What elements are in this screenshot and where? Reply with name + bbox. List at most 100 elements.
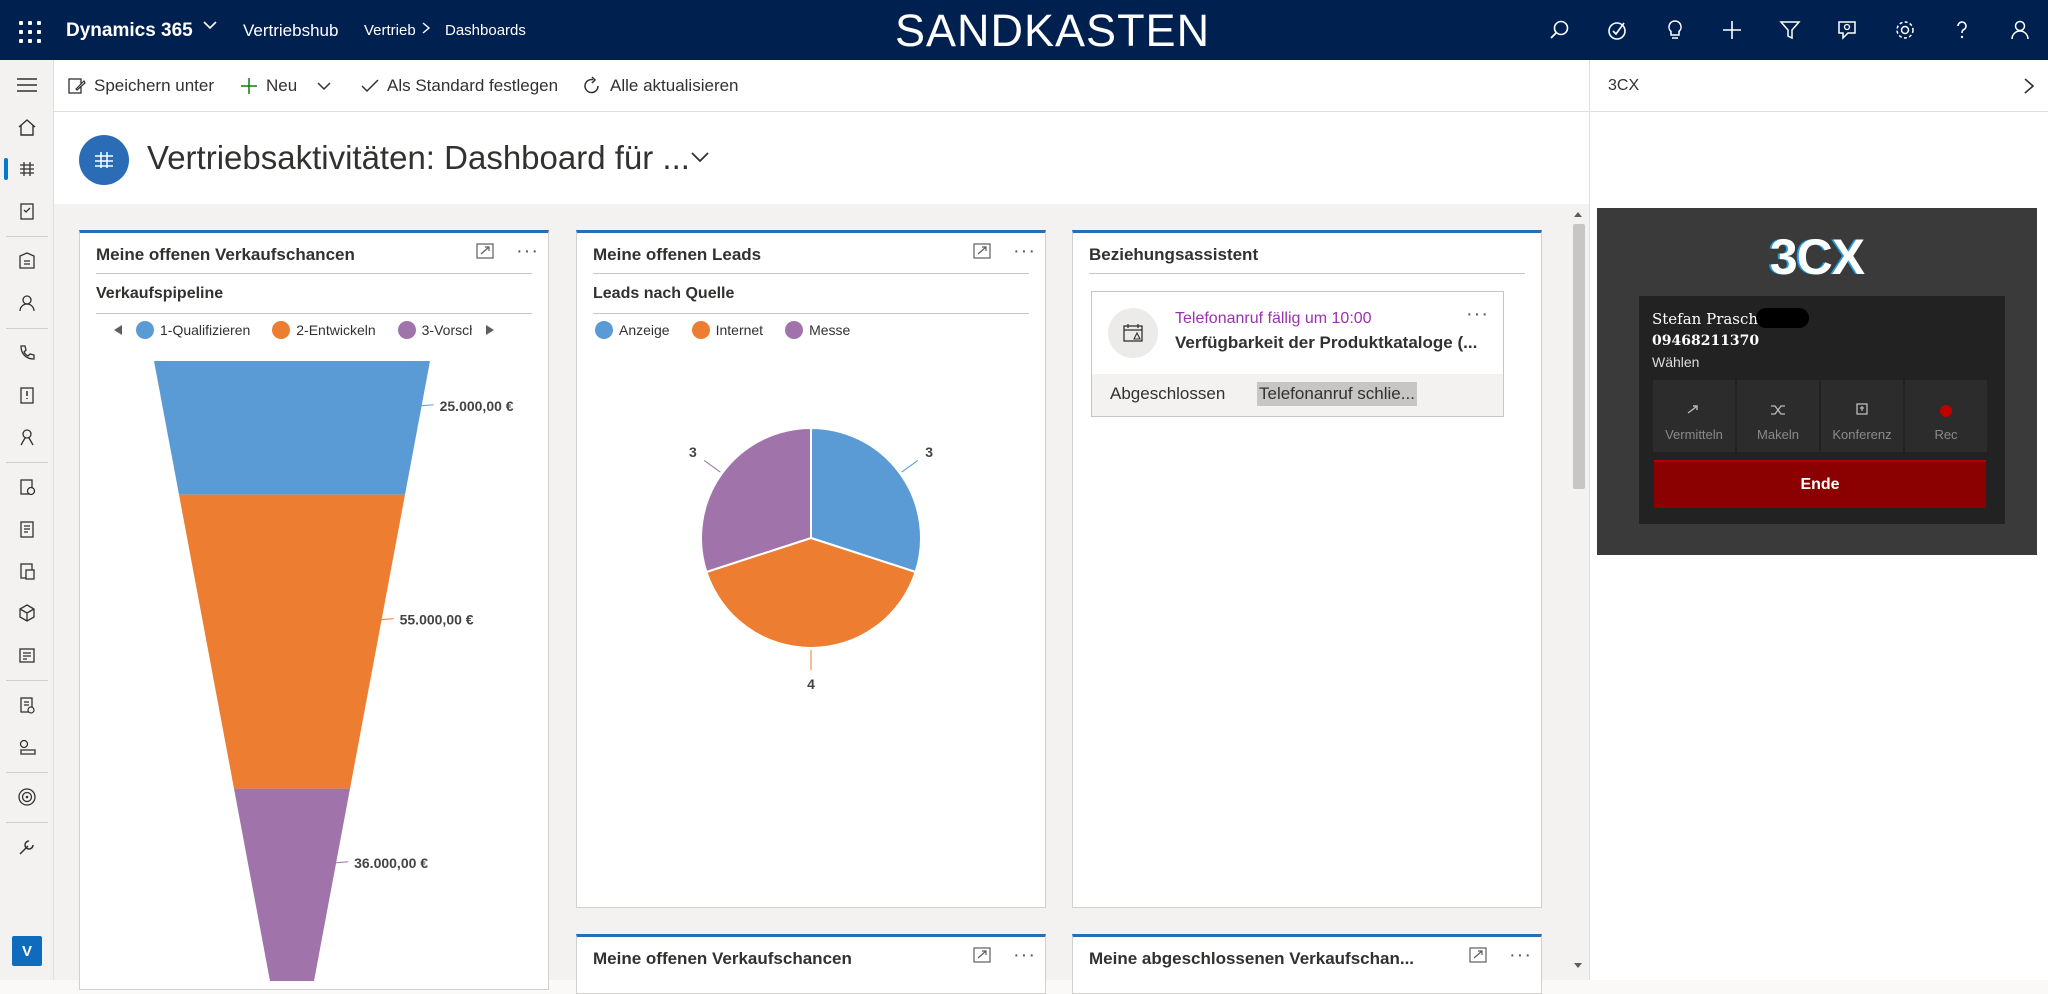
activity-subject[interactable]: Verfügbarkeit der Produktkataloge (...: [1175, 333, 1478, 352]
data-label-leader: [336, 861, 349, 864]
more-options-icon[interactable]: ···: [1509, 944, 1532, 966]
card-title: Meine offenen Verkaufschancen: [96, 245, 355, 264]
expand-chart-icon[interactable]: [476, 243, 494, 259]
close-phone-call-button[interactable]: Telefonanruf schlie...: [1257, 382, 1417, 406]
products-icon[interactable]: [0, 592, 54, 634]
save-as-icon: [68, 78, 86, 94]
funnel-segment[interactable]: [154, 361, 430, 495]
scrollbar-thumb[interactable]: [1573, 224, 1585, 489]
tools-icon[interactable]: [0, 826, 54, 868]
data-label: 55.000,00 €: [400, 612, 474, 628]
area-switcher-badge[interactable]: V: [12, 936, 42, 966]
more-options-icon[interactable]: ···: [1013, 944, 1036, 966]
legend-swatch: [595, 321, 613, 339]
chart-legend: 1-Qualifizieren 2-Entwickeln 3-Vorschla: [112, 321, 496, 339]
side-panel: 3CX 3CX Stefan Prasch 09468211370 Wählen…: [1589, 60, 2048, 980]
chevron-right-icon[interactable]: [2021, 77, 2037, 95]
more-options-icon[interactable]: ···: [1466, 303, 1489, 325]
legend-item[interactable]: Messe: [785, 321, 850, 339]
funnel-chart: 25.000,00 € 55.000,00 € 36.000,00 €: [154, 361, 514, 981]
task-icon[interactable]: [1602, 15, 1632, 45]
pie-slice[interactable]: [810, 426, 922, 574]
funnel-segment[interactable]: [234, 788, 350, 981]
user-icon[interactable]: [2005, 15, 2035, 45]
record-button[interactable]: Rec: [1905, 380, 1987, 452]
legend-next-icon[interactable]: [484, 324, 496, 336]
scroll-up-icon[interactable]: [1573, 210, 1583, 218]
gear-icon[interactable]: [1890, 15, 1920, 45]
legend-item[interactable]: 3-Vorschla: [397, 321, 472, 339]
search-icon[interactable]: [1544, 15, 1574, 45]
pie-slice[interactable]: [705, 536, 917, 649]
app-name[interactable]: Dynamics 365: [66, 20, 193, 41]
record-icon: [1940, 405, 1952, 417]
phone-call-icon: [1108, 308, 1158, 358]
lightbulb-icon[interactable]: [1660, 15, 1690, 45]
more-options-icon[interactable]: ···: [1013, 240, 1036, 262]
divider: [1089, 273, 1525, 274]
mark-complete-button[interactable]: Abgeschlossen: [1110, 384, 1226, 403]
breadcrumb-dashboards[interactable]: Dashboards: [445, 22, 526, 39]
expand-chart-icon[interactable]: [1469, 947, 1487, 963]
sales-literature-icon[interactable]: [0, 634, 54, 676]
orders-icon[interactable]: [0, 508, 54, 550]
invoices-icon[interactable]: [0, 550, 54, 592]
leads-icon[interactable]: [0, 332, 54, 374]
nav-divider: [6, 462, 48, 463]
legend-label: Internet: [715, 322, 764, 338]
goals-icon[interactable]: [0, 776, 54, 818]
card-title: Meine offenen Verkaufschancen: [593, 949, 852, 968]
home-icon[interactable]: [0, 106, 54, 148]
activities-icon[interactable]: [0, 190, 54, 232]
hub-name[interactable]: Vertriebshub: [243, 21, 339, 40]
transfer-button[interactable]: Vermitteln: [1653, 380, 1735, 452]
assistant-icon[interactable]: [1832, 15, 1862, 45]
dashboards-icon[interactable]: [0, 148, 54, 190]
breadcrumb-sales[interactable]: Vertrieb: [364, 22, 416, 39]
contacts-icon[interactable]: [0, 282, 54, 324]
plus-icon[interactable]: [1717, 15, 1747, 45]
set-default-button[interactable]: Als Standard festlegen: [361, 74, 558, 98]
chevron-down-icon[interactable]: [202, 17, 218, 38]
new-dropdown-button[interactable]: [316, 74, 340, 98]
legend-label: 2-Entwickeln: [296, 322, 376, 338]
nav-divider: [6, 680, 48, 681]
swap-call-button[interactable]: Makeln: [1737, 380, 1819, 452]
chart-title: Verkaufspipeline: [96, 285, 224, 302]
legend-item[interactable]: Internet: [691, 321, 764, 339]
3cx-logo-text: 3CX: [1769, 229, 1865, 285]
expand-chart-icon[interactable]: [973, 947, 991, 963]
end-call-button[interactable]: Ende: [1654, 460, 1986, 508]
activity-card[interactable]: Telefonanruf fällig um 10:00 Verfügbarke…: [1091, 291, 1504, 417]
activity-due: Telefonanruf fällig um 10:00: [1175, 310, 1372, 327]
data-label: 3: [925, 444, 933, 460]
competitors-icon[interactable]: [0, 416, 54, 458]
legend-item[interactable]: 2-Entwickeln: [272, 321, 376, 339]
legend-prev-icon[interactable]: [112, 324, 124, 336]
dashboard-selector-chevron-icon[interactable]: [688, 145, 712, 174]
top-bar: Dynamics 365 Vertriebshub Vertrieb Dashb…: [0, 0, 2048, 60]
legend-item[interactable]: Anzeige: [595, 321, 670, 339]
help-icon[interactable]: [1947, 15, 1977, 45]
pie-slice[interactable]: [700, 426, 812, 574]
new-button[interactable]: Neu: [240, 74, 297, 98]
accounts-icon[interactable]: [0, 240, 54, 282]
page-title[interactable]: Vertriebsaktivitäten: Dashboard für ...: [147, 139, 690, 176]
quick-campaigns-icon[interactable]: [0, 726, 54, 768]
expand-chart-icon[interactable]: [973, 243, 991, 259]
more-options-icon[interactable]: ···: [516, 240, 539, 262]
hamburger-menu-icon[interactable]: [0, 64, 54, 106]
refresh-all-button[interactable]: Alle aktualisieren: [582, 74, 739, 98]
conference-button[interactable]: Konferenz: [1821, 380, 1903, 452]
opportunities-icon[interactable]: [0, 374, 54, 416]
quotes-icon[interactable]: [0, 466, 54, 508]
funnel-segment[interactable]: [179, 494, 405, 789]
legend-item[interactable]: 1-Qualifizieren: [136, 321, 250, 339]
save-as-button[interactable]: Speichern unter: [68, 74, 214, 98]
app-launcher-icon[interactable]: [14, 16, 42, 44]
marketing-lists-icon[interactable]: [0, 684, 54, 726]
scroll-down-icon[interactable]: [1573, 962, 1583, 970]
data-label: 4: [807, 676, 815, 692]
legend-label: 1-Qualifizieren: [160, 322, 251, 338]
filter-icon[interactable]: [1775, 15, 1805, 45]
